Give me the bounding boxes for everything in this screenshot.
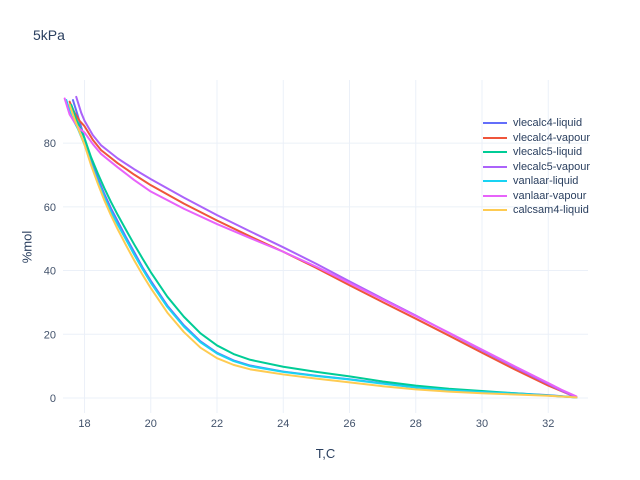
y-tick-label: 60: [44, 202, 56, 214]
x-tick-label: 22: [211, 418, 223, 430]
series-vlecalc4-vapour-line[interactable]: [68, 100, 578, 399]
legend-swatch: [483, 151, 507, 154]
series-calcsam4-liquid-line[interactable]: [68, 103, 578, 399]
legend-item-vlecalc4-liquid[interactable]: vlecalc4-liquid: [483, 116, 590, 131]
legend-swatch: [483, 180, 507, 183]
y-tick-label: 40: [44, 266, 56, 278]
y-axis-title: %mol: [19, 230, 35, 264]
legend-swatch: [483, 209, 507, 212]
legend-label: vlecalc5-vapour: [513, 160, 591, 173]
legend-item-vanlaar-vapour[interactable]: vanlaar-vapour: [483, 189, 590, 204]
legend-label: vlecalc4-liquid: [513, 117, 583, 129]
legend-label: vlecalc4-vapour: [513, 131, 591, 144]
legend-item-vlecalc5-vapour[interactable]: vlecalc5-vapour: [483, 160, 590, 175]
legend-item-vanlaar-liquid[interactable]: vanlaar-liquid: [483, 174, 590, 189]
legend-swatch: [483, 122, 507, 125]
legend-item-vlecalc5-liquid[interactable]: vlecalc5-liquid: [483, 145, 590, 160]
legend-swatch: [483, 165, 507, 168]
legend-item-vlecalc4-vapour[interactable]: vlecalc4-vapour: [483, 131, 590, 146]
x-tick-label: 30: [476, 418, 488, 430]
legend-item-calcsam4-liquid[interactable]: calcsam4-liquid: [483, 203, 590, 218]
x-tick-label: 26: [343, 418, 355, 430]
x-tick-label: 32: [542, 418, 554, 430]
legend-swatch: [483, 136, 507, 139]
x-axis-title: T,C: [315, 446, 336, 461]
y-tick-label: 0: [50, 393, 56, 405]
series-vanlaar-vapour-line[interactable]: [63, 97, 578, 398]
x-tick-label: 28: [410, 418, 422, 430]
series-vlecalc5-liquid-line[interactable]: [70, 103, 578, 399]
legend-label: calcsam4-liquid: [513, 204, 589, 216]
y-tick-label: 20: [44, 329, 56, 341]
legend: vlecalc4-liquid vlecalc4-vapour vlecalc5-l…: [483, 116, 590, 218]
x-tick-label: 20: [145, 418, 157, 430]
legend-label: vlecalc5-liquid: [513, 146, 583, 158]
legend-swatch: [483, 194, 507, 197]
x-tick-label: 18: [78, 418, 90, 430]
x-tick-label: 24: [277, 418, 289, 430]
y-tick-label: 80: [44, 138, 56, 150]
chart-title: 5kPa: [33, 27, 65, 43]
legend-label: vanlaar-vapour: [513, 189, 587, 202]
legend-label: vanlaar-liquid: [513, 175, 579, 187]
